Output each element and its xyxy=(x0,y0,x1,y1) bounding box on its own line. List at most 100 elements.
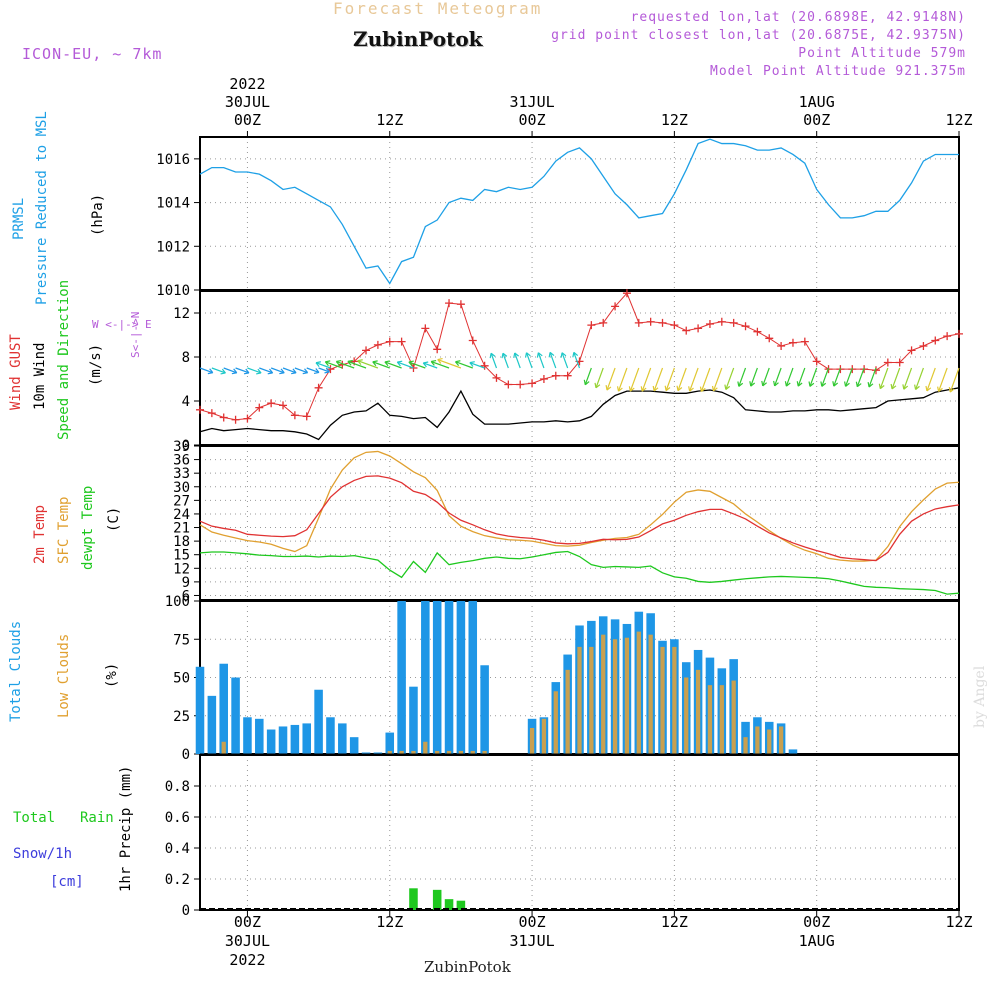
wind-arrow xyxy=(629,367,640,392)
wind-arrow xyxy=(879,367,889,389)
wind-arrow xyxy=(282,367,297,374)
wind-arrow-head xyxy=(773,380,779,387)
gust-marker xyxy=(753,327,762,336)
wind-arrow xyxy=(502,353,509,369)
wind-arrow xyxy=(762,367,770,387)
gust-marker xyxy=(302,412,311,421)
y-tick-label: 27 xyxy=(173,493,190,509)
low-cloud-bar xyxy=(743,737,748,754)
bottom-time-label: 12Z xyxy=(376,913,404,931)
wind-arrow xyxy=(725,367,735,390)
wind-arrow-head xyxy=(605,385,612,391)
wind-arrow-head xyxy=(902,384,909,390)
y-tick-label: 0 xyxy=(182,903,190,919)
wind-arrow-head xyxy=(844,381,850,387)
gust-marker xyxy=(219,413,228,422)
gust-marker xyxy=(528,379,537,388)
gust-marker xyxy=(611,302,620,311)
gust-marker xyxy=(551,371,560,380)
snow-unit: [cm] xyxy=(50,874,84,890)
wind-arrow xyxy=(700,367,711,392)
wind-arrow xyxy=(677,367,687,391)
wind-arrow-head xyxy=(664,385,671,392)
y-tick-label: 9 xyxy=(182,575,190,591)
gust-marker xyxy=(539,375,548,383)
wind-arrow-head xyxy=(279,368,285,375)
gust-marker xyxy=(279,401,288,410)
total-cloud-bar xyxy=(385,732,395,754)
wind-arrow xyxy=(750,367,758,387)
total-cloud-bar xyxy=(373,752,383,754)
wind-arrow-head xyxy=(372,360,378,367)
gust-marker xyxy=(777,342,786,350)
compass-we-icon: W <-|-> E xyxy=(92,318,152,331)
gust-marker xyxy=(943,332,952,341)
wind-arrow xyxy=(430,360,450,369)
wind-arrow-head xyxy=(384,360,390,367)
low-cloud-bar xyxy=(660,646,665,754)
low-cloud-bar xyxy=(778,726,784,754)
wind-arrow xyxy=(211,367,226,374)
low-cloud-bar xyxy=(577,646,582,754)
wind-arrow-head xyxy=(396,360,403,367)
dewpt-line xyxy=(199,550,960,595)
gust-marker xyxy=(729,318,738,327)
wind-arrow xyxy=(223,367,237,374)
wind-arrow-head xyxy=(737,381,744,387)
gust-marker xyxy=(883,358,892,367)
wind-arrow-head xyxy=(357,359,363,365)
wind-arrow xyxy=(595,367,604,389)
wind-arrow-head xyxy=(594,382,601,389)
low-cloud-bar xyxy=(648,634,653,754)
wind-arrow xyxy=(774,367,782,387)
wind-arrow xyxy=(689,367,699,392)
wind-arrow-head xyxy=(437,358,443,364)
gust-marker xyxy=(504,380,513,389)
total-cloud-bar xyxy=(231,677,240,754)
low-cloud-bar xyxy=(707,685,713,754)
wind-arrow xyxy=(926,367,936,392)
gust-marker xyxy=(931,336,940,345)
wind-arrow xyxy=(318,367,330,373)
y-tick-label: 18 xyxy=(173,534,190,550)
y-tick-label: 12 xyxy=(173,306,190,322)
gust-marker xyxy=(397,337,406,346)
low-cloud-bar xyxy=(529,727,535,754)
panel-frame xyxy=(199,445,960,601)
total-cloud-bar xyxy=(243,717,252,754)
rain-bar xyxy=(444,899,454,910)
gust-marker xyxy=(682,326,691,335)
gust-marker xyxy=(622,289,631,298)
gust-marker xyxy=(255,403,264,412)
requested-coords: requested lon,lat (20.6898E, 42.9148N) xyxy=(630,10,966,25)
total-cloud-bar xyxy=(397,601,406,754)
low-cloud-bar xyxy=(399,750,404,754)
wind-arrow-head xyxy=(291,368,297,375)
low-cloud-bar xyxy=(435,750,440,754)
gust-marker xyxy=(599,318,608,327)
wind-arrow-head xyxy=(808,381,815,387)
wind-arrow-head xyxy=(501,352,508,359)
y-tick-label: 1012 xyxy=(156,239,190,255)
low-cloud-bar xyxy=(553,691,558,754)
wind-arrow xyxy=(270,367,285,374)
total-rain-label-b: Rain xyxy=(80,810,114,826)
y-tick-label: 30 xyxy=(173,480,190,496)
low-cloud-bar xyxy=(672,646,677,754)
bottom-time-label: 12Z xyxy=(945,913,973,931)
low-cloud-bar xyxy=(221,741,226,754)
wind-arrow xyxy=(259,367,273,374)
wind-arrow-head xyxy=(408,360,414,367)
wind-arrow-head xyxy=(616,386,623,392)
wind-arrow-head xyxy=(832,381,839,387)
y-tick-label: 1010 xyxy=(156,283,190,299)
wind-arrow-head xyxy=(761,380,768,387)
low-cloud-bar xyxy=(624,637,630,754)
gust-marker xyxy=(705,320,714,328)
wind-arrow-head xyxy=(231,368,238,375)
wind-arrow xyxy=(525,352,533,369)
wind-arrow xyxy=(315,362,331,369)
y-tick-label: 100 xyxy=(165,594,190,610)
gust-marker xyxy=(670,321,679,330)
